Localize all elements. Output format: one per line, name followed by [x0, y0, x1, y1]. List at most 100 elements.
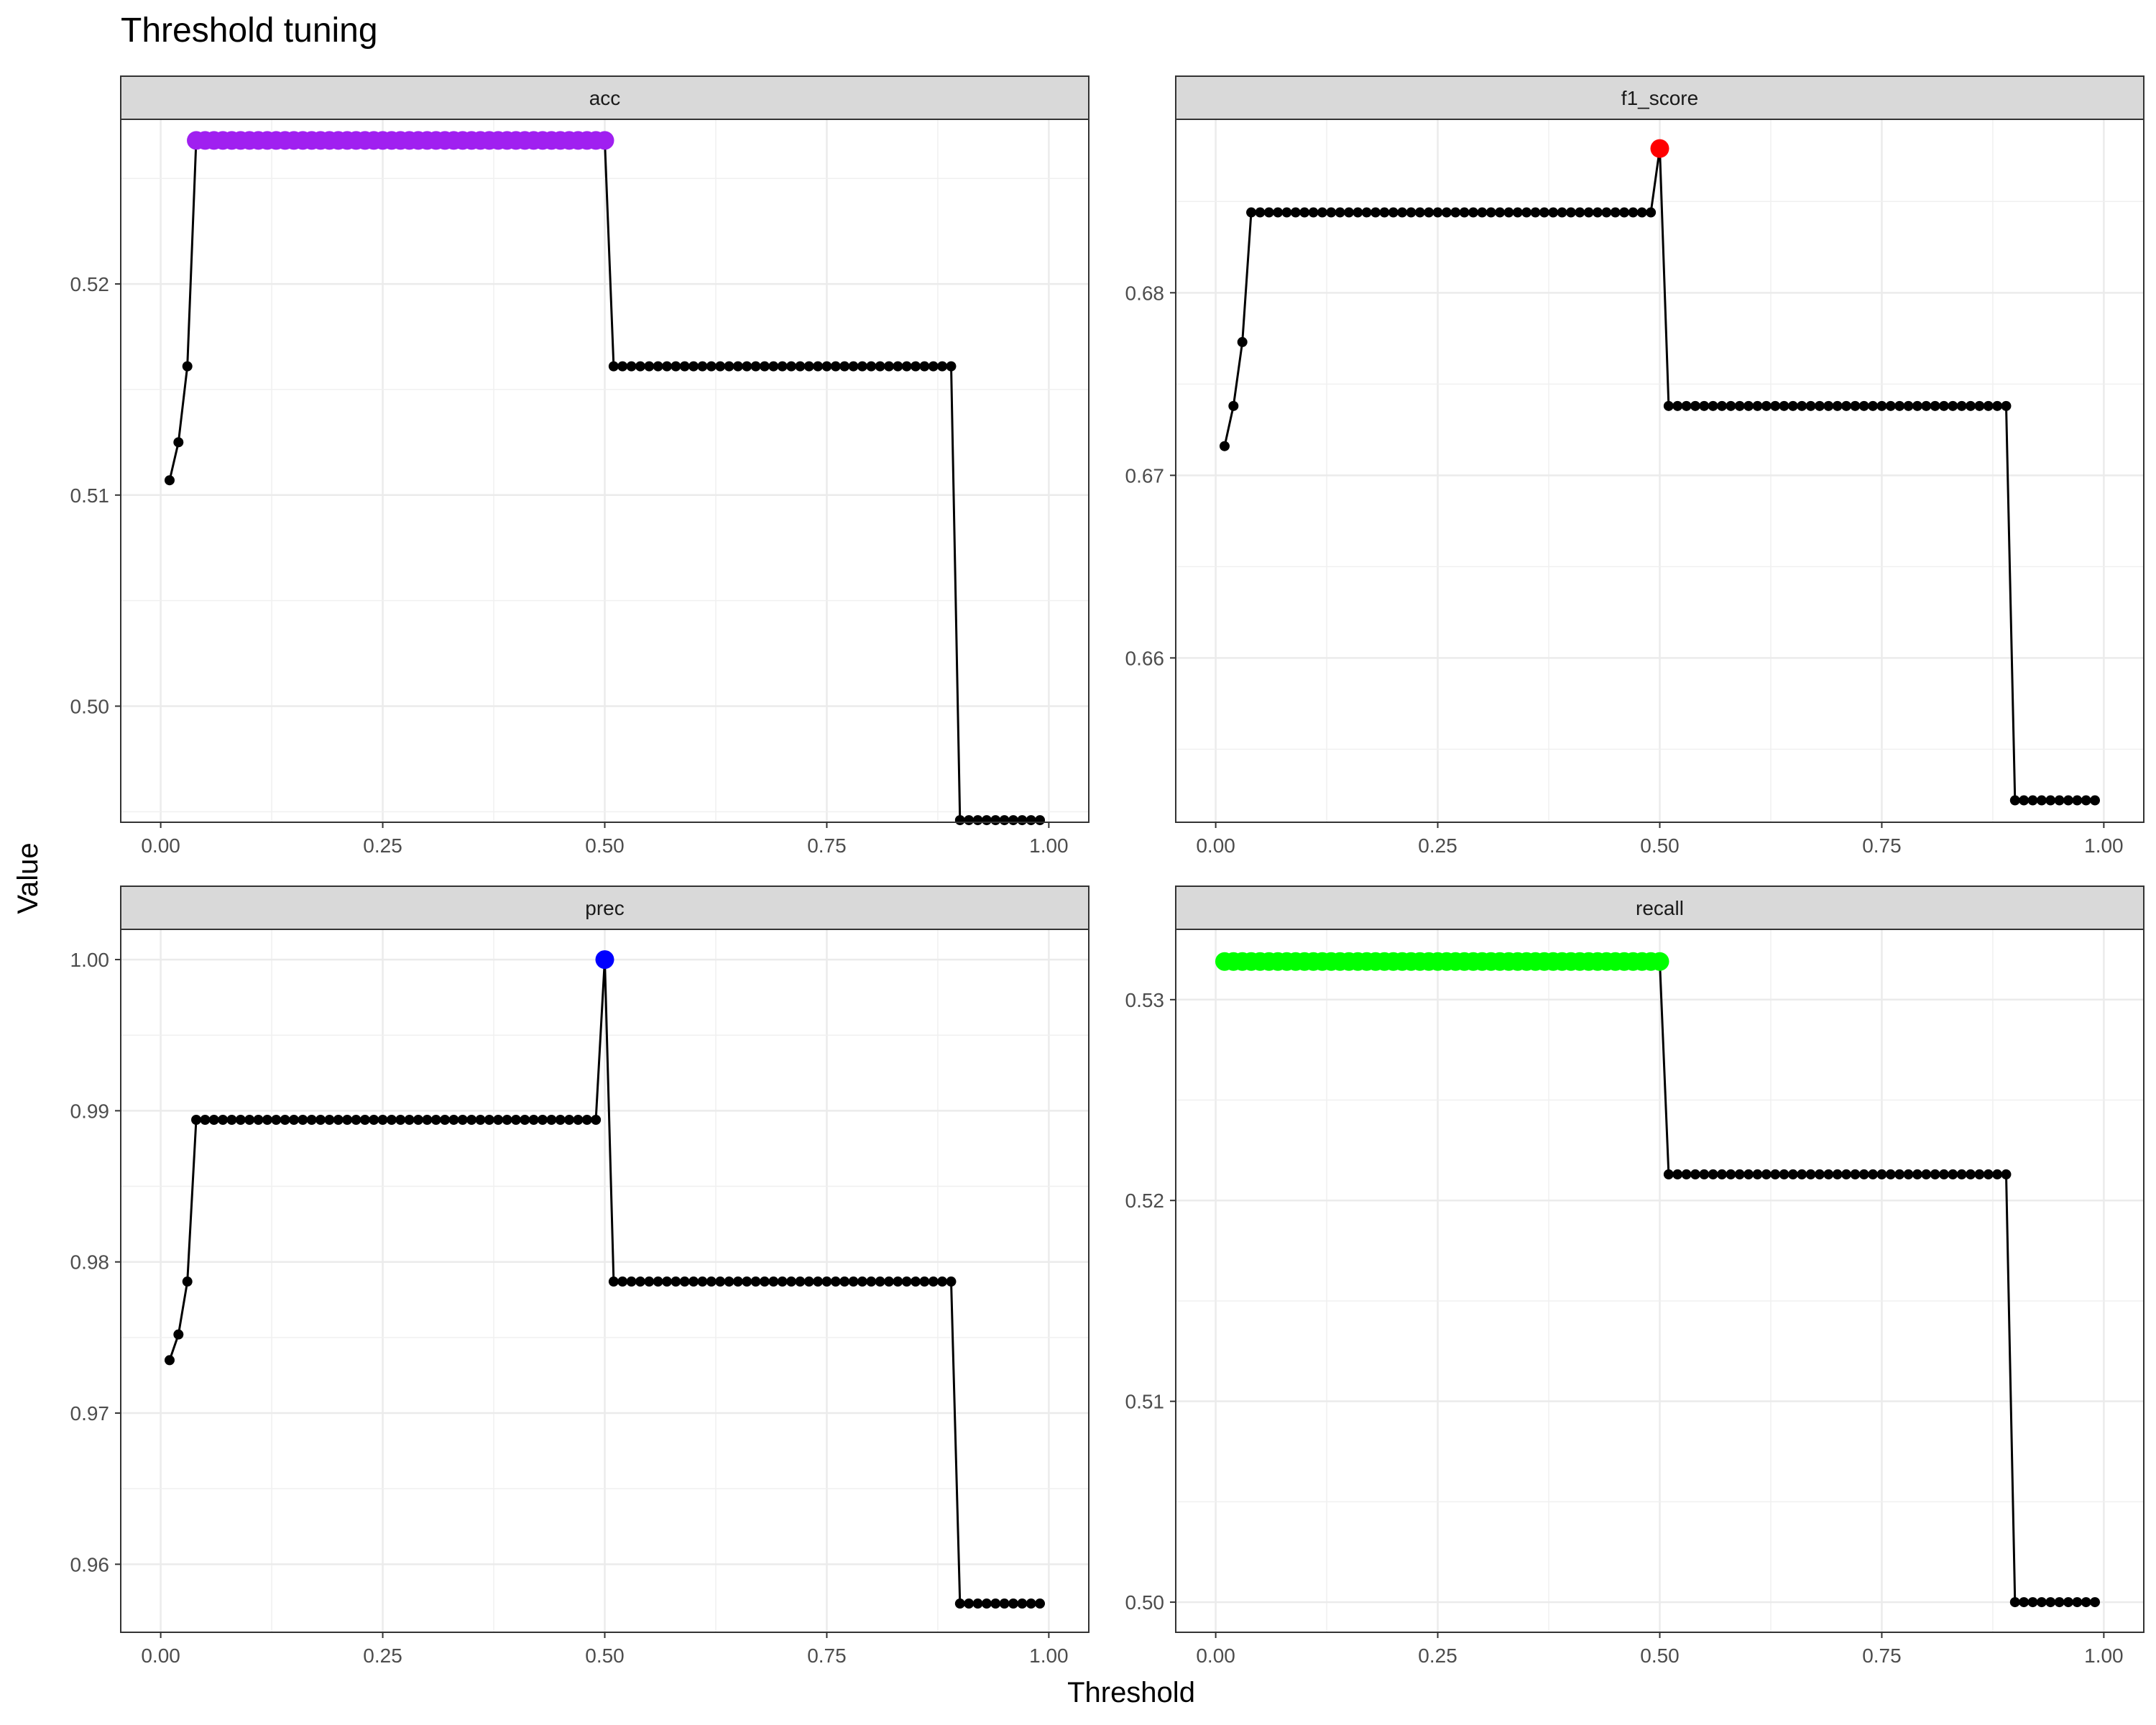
data-point — [1948, 400, 1958, 411]
data-point — [1770, 400, 1781, 411]
data-point — [901, 361, 912, 372]
data-point — [2027, 795, 2038, 806]
data-point — [573, 1115, 584, 1126]
data-point — [342, 1115, 353, 1126]
strip-label-prec: prec — [585, 897, 624, 919]
x-tick-label: 1.00 — [1029, 834, 1069, 857]
data-point — [724, 361, 734, 372]
data-point — [786, 361, 797, 372]
data-point — [795, 361, 806, 372]
x-tick-label: 0.25 — [1418, 1644, 1457, 1667]
y-tick-label: 0.97 — [70, 1402, 110, 1425]
x-tick-label: 0.50 — [1640, 834, 1680, 857]
data-point — [795, 1276, 806, 1287]
data-point — [2027, 1597, 2038, 1608]
strip-acc — [120, 75, 1089, 120]
data-point — [271, 1115, 282, 1126]
data-point — [324, 1115, 335, 1126]
data-point — [866, 361, 877, 372]
data-point — [1672, 400, 1683, 411]
data-point — [964, 815, 975, 826]
y-tick-label: 0.66 — [1125, 647, 1165, 669]
data-point — [1663, 400, 1674, 411]
data-point — [1717, 1169, 1728, 1179]
y-tick-label: 0.52 — [1125, 1190, 1165, 1212]
data-point — [1805, 400, 1816, 411]
data-point — [1610, 207, 1621, 218]
data-point — [1841, 400, 1852, 411]
data-point — [333, 1115, 344, 1126]
y-tick-label: 0.98 — [70, 1251, 110, 1274]
data-point — [1565, 207, 1576, 218]
data-point — [742, 361, 752, 372]
data-point — [883, 1276, 894, 1287]
data-point — [999, 815, 1010, 826]
data-point — [830, 1276, 841, 1287]
data-point — [1912, 400, 1922, 411]
data-point — [1246, 207, 1257, 218]
data-point — [911, 361, 921, 372]
data-point — [1228, 400, 1239, 411]
data-point — [1237, 336, 1248, 347]
data-point — [1485, 207, 1496, 218]
data-point — [617, 1276, 628, 1287]
x-tick-label: 0.50 — [585, 1644, 625, 1667]
data-point — [475, 1115, 486, 1126]
data-point — [1974, 1169, 1985, 1179]
data-point — [928, 1276, 939, 1287]
x-tick-label: 0.75 — [807, 1644, 847, 1667]
data-point — [395, 1115, 406, 1126]
x-tick-label: 0.25 — [363, 1644, 402, 1667]
y-tick-label: 1.00 — [70, 949, 110, 971]
y-tick-label: 0.96 — [70, 1553, 110, 1576]
data-point — [679, 1276, 690, 1287]
data-point — [1868, 400, 1879, 411]
x-tick-label: 0.75 — [1862, 1644, 1902, 1667]
data-point — [1628, 207, 1639, 218]
data-point — [777, 1276, 788, 1287]
data-point — [2036, 795, 2047, 806]
data-point — [359, 1115, 370, 1126]
data-point — [1787, 1169, 1798, 1179]
data-point — [502, 1115, 512, 1126]
data-point — [377, 1115, 388, 1126]
data-point — [1512, 207, 1523, 218]
data-point — [1797, 400, 1807, 411]
highlight-point — [595, 950, 614, 970]
data-point — [848, 361, 859, 372]
data-point — [1797, 1169, 1807, 1179]
data-point — [662, 361, 673, 372]
y-tick-label: 0.53 — [1125, 989, 1165, 1011]
data-point — [857, 361, 867, 372]
data-point — [635, 1276, 645, 1287]
data-point — [457, 1115, 468, 1126]
data-point — [244, 1115, 255, 1126]
data-point — [262, 1115, 272, 1126]
data-point — [164, 1355, 175, 1366]
data-point — [724, 1276, 734, 1287]
data-point — [1026, 815, 1036, 826]
data-point — [990, 815, 1001, 826]
data-point — [1646, 207, 1657, 218]
data-point — [315, 1115, 326, 1126]
data-point — [919, 1276, 930, 1287]
data-point — [803, 361, 814, 372]
data-point — [1441, 207, 1452, 218]
data-point — [901, 1276, 912, 1287]
data-point — [839, 361, 850, 372]
strip-prec — [120, 886, 1089, 930]
data-point — [1406, 207, 1416, 218]
data-point — [1343, 207, 1354, 218]
data-point — [1424, 207, 1434, 218]
data-point — [218, 1115, 229, 1126]
data-point — [1823, 400, 1834, 411]
data-point — [1966, 400, 1976, 411]
data-point — [697, 361, 708, 372]
data-point — [1361, 207, 1372, 218]
data-point — [493, 1115, 504, 1126]
data-point — [1726, 400, 1736, 411]
data-point — [732, 1276, 743, 1287]
x-tick-label: 1.00 — [2084, 834, 2124, 857]
data-point — [2072, 795, 2083, 806]
